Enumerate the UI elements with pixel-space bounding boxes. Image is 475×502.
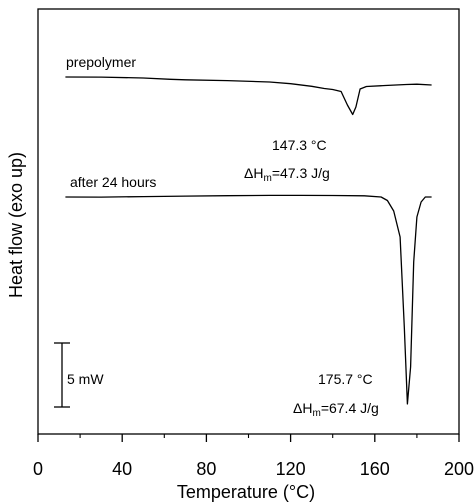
enthalpy-label-after-24-hours: ΔHm=67.4 J/g (293, 400, 379, 419)
series-label-after-24-hours: after 24 hours (70, 174, 156, 190)
x-axis-ticks (37, 434, 460, 442)
scale-bar (54, 342, 70, 408)
curve-prepolymer (65, 76, 432, 116)
x-axis-tick-labels: 0 40 80 120 160 200 (33, 459, 474, 479)
enthalpy-label-prepolymer: ΔHm=47.3 J/g (244, 165, 330, 184)
x-tick-label: 160 (360, 459, 390, 479)
x-axis-title: Temperature (°C) (177, 482, 315, 502)
x-tick-label: 40 (112, 459, 132, 479)
x-tick-label: 0 (33, 459, 43, 479)
series-label-prepolymer: prepolymer (66, 54, 136, 70)
peak-temp-label-after-24-hours: 175.7 °C (318, 371, 373, 387)
y-axis-title: Heat flow (exo up) (6, 152, 26, 298)
scale-bar-label: 5 mW (67, 371, 104, 387)
x-tick-label: 120 (276, 459, 306, 479)
x-tick-label: 200 (444, 459, 474, 479)
peak-temp-label-prepolymer: 147.3 °C (272, 137, 327, 153)
curve-after-24-hours (65, 194, 432, 405)
x-tick-label: 80 (196, 459, 216, 479)
curves (65, 76, 432, 405)
